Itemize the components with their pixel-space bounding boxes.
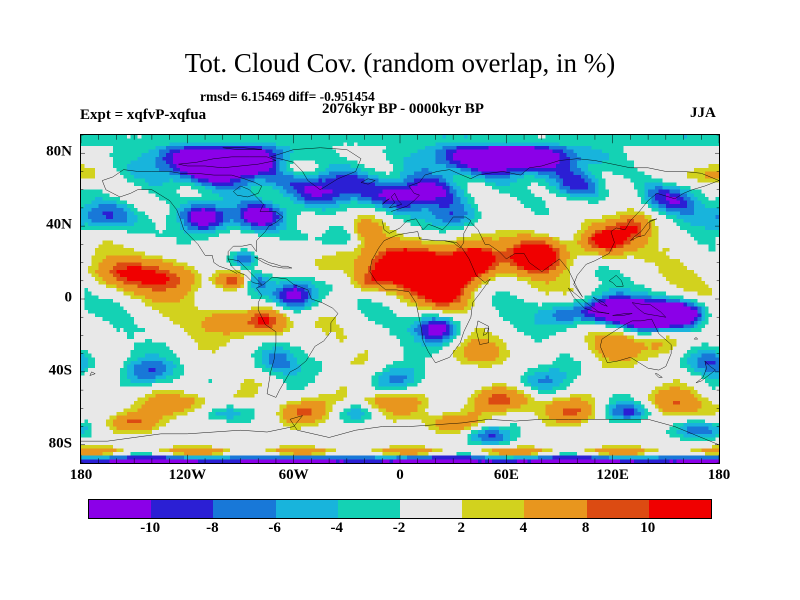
colorbar-band [400,500,463,518]
colorbar-band [151,500,214,518]
longitude-label: 60E [493,467,519,483]
colorbar [88,499,712,519]
longitude-label: 120W [168,467,207,483]
colorbar-tick: 4 [519,520,528,536]
latitude-label: 80N [46,143,72,160]
colorbar-tick: 2 [457,520,465,536]
longitude-label: 180 [69,467,93,483]
colorbar-tick: -10 [140,520,161,536]
colorbar-tick-labels: -10 -8 -6 -4 -2 2 4 8 10 [88,520,710,542]
colorbar-tick: -4 [330,520,344,536]
colorbar-tick: -6 [268,520,281,536]
colorbar-band [524,500,587,518]
colorbar-band [462,500,525,518]
latitude-label: 0 [64,289,73,306]
season-label: JJA [690,105,716,121]
colorbar-tick: -8 [206,520,219,536]
longitude-label: 180 [707,467,731,483]
longitude-label: 0 [396,467,404,483]
latitude-label: 40N [46,216,72,233]
colorbar-tick: -2 [392,520,406,536]
colorbar-tick: 10 [640,520,656,536]
experiment-annotation: Expt = xqfvP-xqfua [80,107,207,123]
colorbar-band [275,500,338,518]
colorbar-band [213,500,276,518]
colorbar-band [337,500,401,518]
longitude-label: 120E [596,467,629,483]
figure-title: Tot. Cloud Cov. (random overlap, in %) [184,48,616,78]
colorbar-band [648,500,712,518]
period-annotation: 2076kyr BP - 0000kyr BP [322,101,484,117]
contour-field [81,135,719,463]
longitude-label: 60W [278,467,309,483]
longitude-axis-labels: 180 120W 60W 0 60E 120E 180 [70,467,731,489]
latitude-label: 40S [48,362,72,379]
colorbar-tick: 8 [581,520,590,536]
latitude-label: 80S [48,435,72,452]
rmsd-diff-annotation: rmsd= 6.15469 diff= -0.951454 [200,89,375,104]
latitude-axis-labels: 80N 40N 0 40S 80S [10,134,72,462]
colorbar-band [89,500,152,518]
map-plot-area [80,134,720,464]
colorbar-band [586,500,649,518]
